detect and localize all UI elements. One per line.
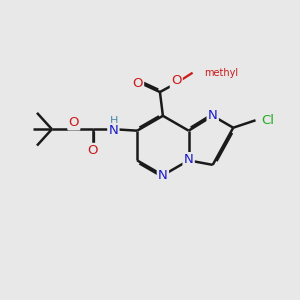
Text: N: N <box>184 153 194 166</box>
Text: N: N <box>158 169 168 182</box>
Text: O: O <box>171 74 181 87</box>
Text: methyl: methyl <box>204 68 238 78</box>
Text: Cl: Cl <box>261 114 274 127</box>
Text: N: N <box>109 124 118 137</box>
Text: O: O <box>132 76 143 90</box>
Text: H: H <box>110 116 118 126</box>
Text: O: O <box>69 116 79 129</box>
Text: N: N <box>208 109 218 122</box>
Text: O: O <box>87 144 98 157</box>
